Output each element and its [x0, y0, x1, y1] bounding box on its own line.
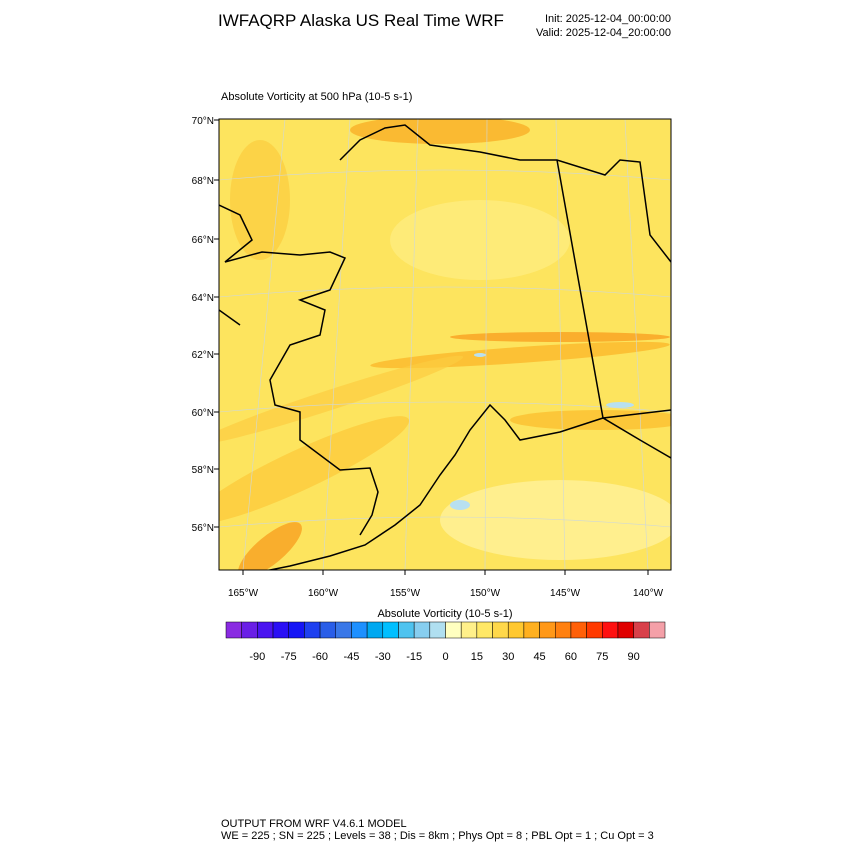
colorbar-tick-label: 60: [565, 651, 577, 663]
colorbar-swatch: [602, 621, 619, 639]
lat-label: 56°N: [192, 523, 214, 534]
colorbar-tick-label: 0: [442, 651, 448, 663]
footer-line: WE = 225 ; SN = 225 ; Levels = 38 ; Dis …: [221, 830, 654, 842]
colorbar-tick-label: 15: [471, 651, 483, 663]
colorbar-tick-label: 30: [502, 651, 514, 663]
colorbar-swatch: [649, 621, 666, 639]
colorbar-tick-label: -90: [249, 651, 265, 663]
map-field: [219, 119, 671, 570]
lat-label: 66°N: [192, 235, 214, 246]
lon-label: 155°W: [390, 588, 421, 599]
colorbar-tick-label: 90: [628, 651, 640, 663]
colorbar-tick-label: -30: [375, 651, 391, 663]
lon-label: 140°W: [633, 588, 664, 599]
colorbar-swatch: [507, 621, 525, 639]
colorbar-swatch: [272, 621, 289, 639]
lat-label: 60°N: [192, 408, 214, 419]
lat-label: 58°N: [192, 465, 214, 476]
colorbar-swatch: [555, 621, 572, 639]
lon-label: 145°W: [550, 588, 581, 599]
lat-label: 64°N: [192, 293, 214, 304]
colorbar-swatch: [257, 621, 274, 639]
footer-line: OUTPUT FROM WRF V4.6.1 MODEL: [221, 818, 407, 830]
colorbar-swatch: [351, 621, 368, 639]
colorbar-tick-label: 45: [533, 651, 545, 663]
colorbar-swatch: [523, 621, 540, 639]
init-time: Init: 2025-12-04_00:00:00: [545, 13, 671, 25]
colorbar-swatch: [366, 621, 384, 639]
colorbar-title: Absolute Vorticity (10-5 s-1): [377, 608, 512, 620]
colorbar-swatch: [539, 621, 556, 639]
colorbar-swatch: [633, 621, 650, 639]
colorbar-swatch: [382, 621, 399, 639]
colorbar-tick-label: -60: [312, 651, 328, 663]
title: IWFAQRP Alaska US Real Time WRF: [218, 11, 504, 30]
colorbar-swatch: [319, 621, 337, 639]
colorbar-tick-label: -75: [281, 651, 297, 663]
colorbar-swatch: [570, 621, 587, 639]
colorbar-swatch: [476, 621, 493, 639]
colorbar-swatch: [304, 621, 321, 639]
colorbar-swatch: [398, 621, 415, 639]
colorbar-swatch: [586, 621, 603, 639]
colorbar-tick-label: -45: [343, 651, 359, 663]
map-subtitle: Absolute Vorticity at 500 hPa (10-5 s-1): [221, 91, 412, 103]
lon-label: 165°W: [228, 588, 259, 599]
colorbar-tick-label: 75: [596, 651, 608, 663]
colorbar-swatch: [492, 621, 509, 639]
colorbar-swatch: [429, 621, 446, 639]
colorbar-swatch: [335, 621, 352, 639]
valid-time: Valid: 2025-12-04_20:00:00: [536, 27, 671, 39]
lat-label: 68°N: [192, 176, 214, 187]
lon-label: 160°W: [308, 588, 339, 599]
lon-label: 150°W: [470, 588, 501, 599]
colorbar-swatch: [413, 621, 431, 639]
colorbar-tick-label: -15: [406, 651, 422, 663]
map-frame: [218, 118, 672, 571]
colorbar-swatch: [445, 621, 462, 639]
colorbar-swatch: [460, 621, 478, 639]
colorbar-swatch: [288, 621, 305, 639]
colorbar-swatch: [225, 621, 242, 639]
lat-label: 62°N: [192, 350, 214, 361]
colorbar-swatch: [617, 621, 634, 639]
colorbar-swatch: [241, 621, 258, 639]
lat-label: 70°N: [192, 116, 214, 127]
